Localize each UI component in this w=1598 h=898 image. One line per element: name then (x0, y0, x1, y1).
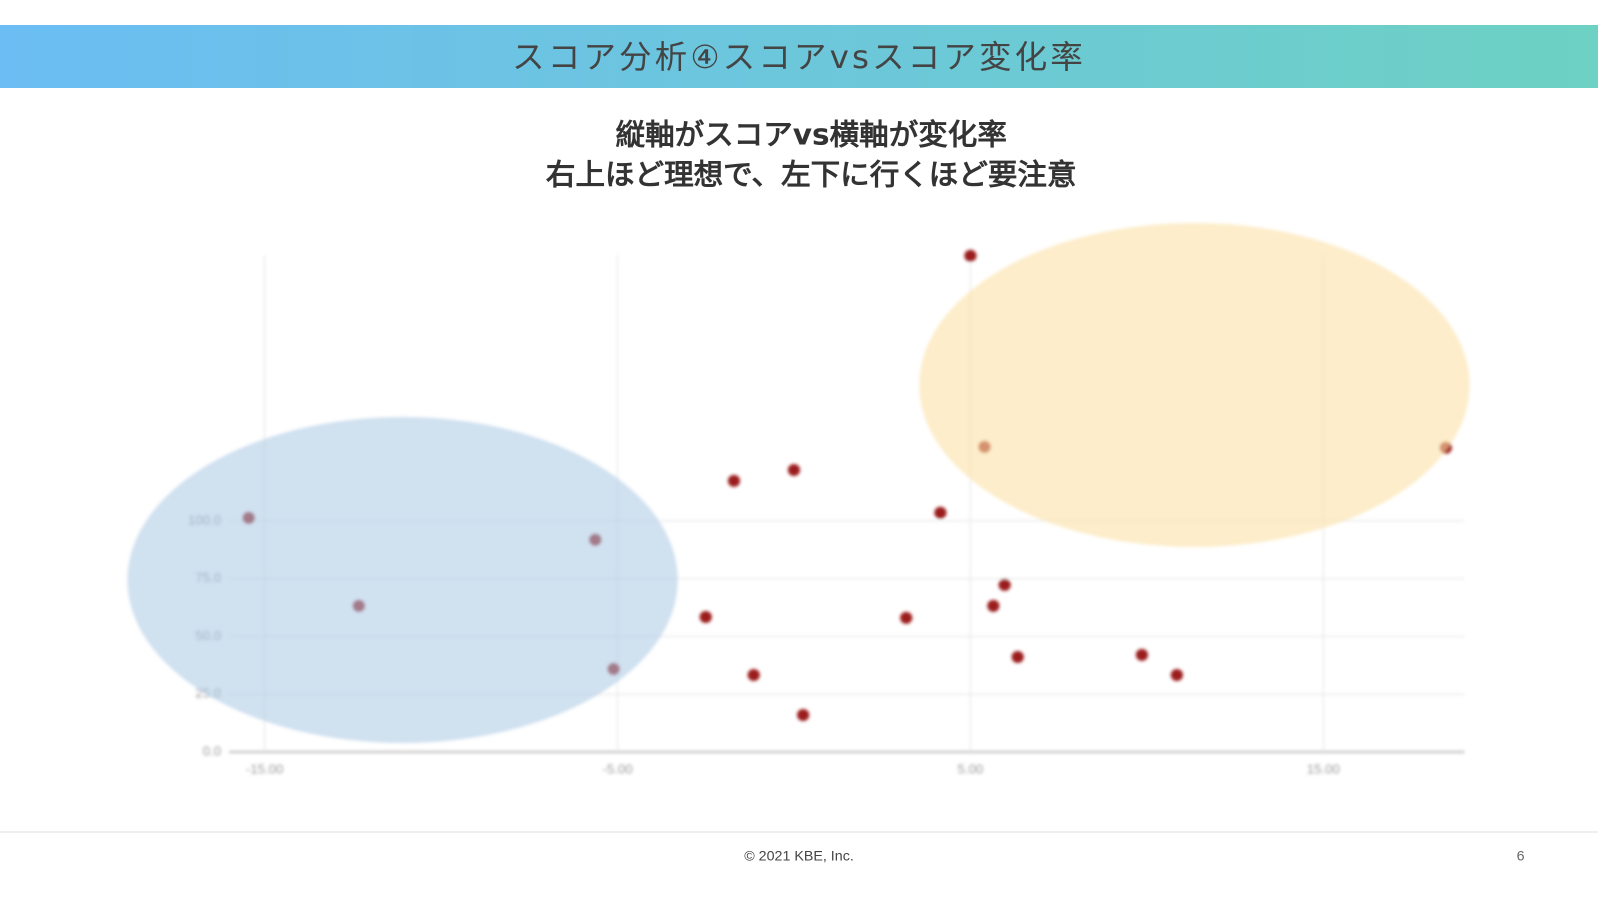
subtitle: 縦軸がスコアvs横軸が変化率 (616, 118, 1007, 152)
point (934, 506, 947, 519)
header-band (0, 25, 1598, 88)
subtitle: 右上ほど理想で、左下に行くほど要注意 (546, 158, 1077, 192)
point (998, 578, 1011, 591)
point (964, 249, 977, 262)
point (1011, 650, 1024, 663)
point (747, 669, 760, 682)
x-tick-label: 5.00 (958, 762, 984, 777)
page-number: 6 (1517, 848, 1525, 864)
point (987, 599, 1000, 612)
point (1135, 648, 1149, 661)
header-title: スコア分析④スコアvsスコア変化率 (512, 38, 1086, 76)
x-tick-label: -5.00 (602, 762, 632, 777)
point (727, 474, 741, 487)
point (1170, 669, 1183, 682)
copyright: © 2021 KBE, Inc. (744, 848, 854, 864)
point (699, 611, 712, 624)
x-tick-label: -15.00 (246, 762, 284, 777)
point (797, 709, 810, 722)
y-tick-label: 0.0 (203, 744, 221, 759)
highlight-high (919, 223, 1470, 547)
point (787, 463, 801, 476)
highlight-low (127, 417, 678, 743)
x-tick-label: 15.00 (1307, 762, 1340, 777)
point (900, 611, 913, 624)
